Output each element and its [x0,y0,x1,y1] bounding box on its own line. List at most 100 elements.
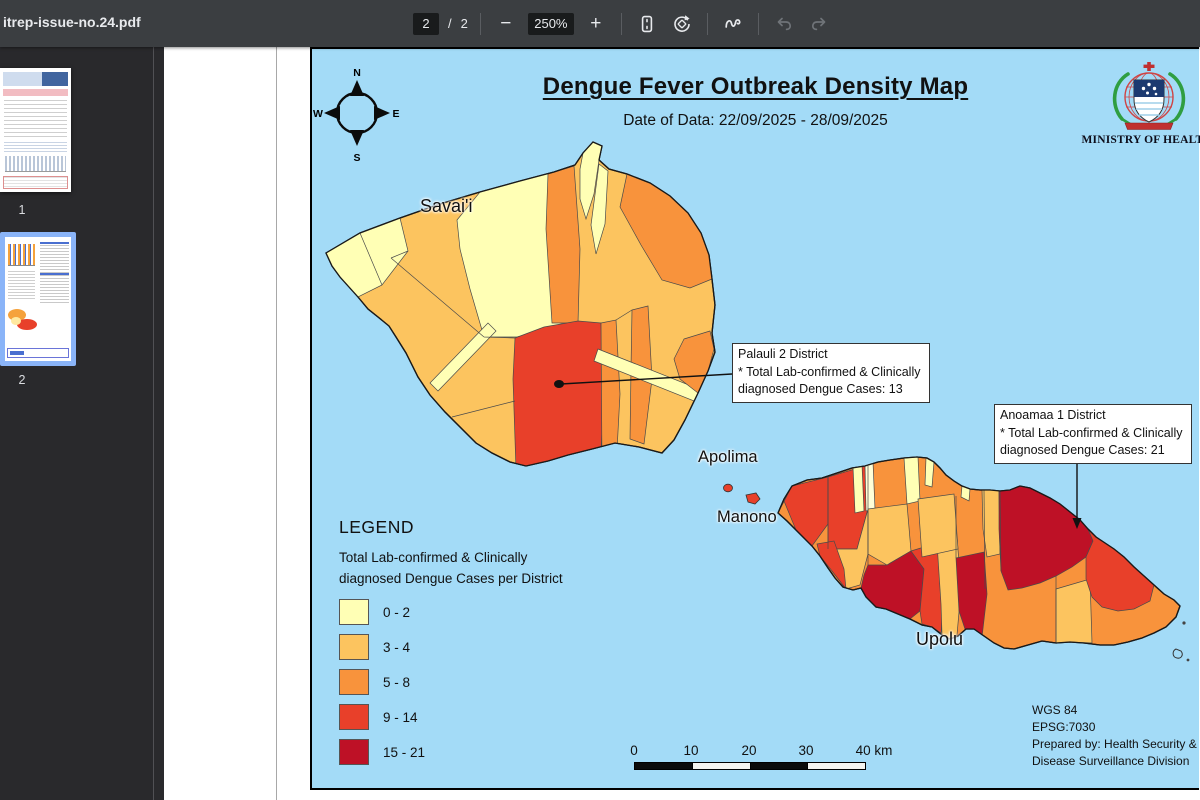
thumb1-footer-box [3,176,68,189]
undo-button[interactable] [771,11,797,37]
page-column-rule [276,47,277,800]
scale-tick: 40 km [846,743,902,758]
legend-swatch [339,634,369,660]
compass-s-label: S [353,152,360,164]
callout-case-count: diagnosed Dengue Cases: 13 [738,381,923,399]
scale-tick: 30 [786,743,826,758]
thumbnail-sidebar: 1 2 [0,47,154,800]
credit-epsg: EPSG:7030 [1032,719,1197,736]
legend-range-label: 15 - 21 [383,745,425,760]
toolbar-controls: 2 / 2 − 250% + [413,0,832,47]
legend-range-label: 5 - 8 [383,675,410,690]
map-legend: LEGEND Total Lab-confirmed & Clinically … [339,517,563,774]
legend-range-label: 3 - 4 [383,640,410,655]
upolu-island-shape [778,457,1180,649]
callout-case-text: * Total Lab-confirmed & Clinically [738,364,923,382]
savaii-island-shape [326,142,715,469]
manono-label: Manono [717,508,777,527]
anoamaa-1-callout: Anoamaa 1 District * Total Lab-confirmed… [994,404,1192,464]
legend-subtitle-line1: Total Lab-confirmed & Clinically [339,547,563,568]
thumb1-epi-chart [5,156,66,172]
thumb2-map-preview [7,305,39,337]
thumb1-text-lines [4,142,67,152]
scale-tick: 20 [729,743,769,758]
credit-prepared-by: Prepared by: Health Security & [1032,736,1197,753]
legend-subtitle-line2: diagnosed Dengue Cases per District [339,568,563,589]
page-thumbnail-2[interactable] [0,232,76,366]
page-separator: / [448,16,452,31]
toolbar-divider [707,13,708,35]
legend-range-label: 0 - 2 [383,605,410,620]
thumb2-text-lines [8,271,35,299]
toolbar-divider [621,13,622,35]
aleipata-islet [1182,621,1185,624]
legend-title: LEGEND [339,517,563,538]
savaii-label: Savai'i [420,196,472,217]
map-title: Dengue Fever Outbreak Density Map [312,73,1199,101]
thumb1-header-banner [3,72,68,86]
thumbnail-1-label: 1 [0,203,44,217]
thumb2-heading-line [40,273,69,275]
undo-icon [774,14,794,34]
toolbar-divider [480,13,481,35]
map-panel: N S W E Dengue Fever Outbreak Density Ma… [310,47,1199,790]
nuulua-islet [1187,659,1190,662]
fit-to-page-icon [637,14,657,34]
legend-range-label: 9 - 14 [383,710,418,725]
credit-datum: WGS 84 [1032,702,1197,719]
scale-tick: 0 [614,743,654,758]
palauli-2-callout: Palauli 2 District * Total Lab-confirmed… [732,343,930,403]
redo-icon [809,14,829,34]
callout-district-name: Palauli 2 District [738,346,923,364]
nuutele-islet [1173,649,1182,658]
rotate-icon [672,14,692,34]
draw-annotate-button[interactable] [720,11,746,37]
page-thumbnail-1[interactable] [0,68,71,192]
upolu-label: Upolu [916,629,963,650]
callout-case-count: diagnosed Dengue Cases: 21 [1000,442,1185,460]
fit-to-page-button[interactable] [634,11,660,37]
anoamaa-leader-line [1073,458,1082,529]
thumbnail-2-label: 2 [0,373,44,387]
map-scale-bar: 0 10 20 30 40 km [624,743,904,770]
pdf-viewer-window: itrep-issue-no.24.pdf 2 / 2 − 250% + [0,0,1200,800]
callout-district-name: Anoamaa 1 District [1000,407,1185,425]
page-number-input[interactable]: 2 [413,13,439,35]
thumb1-text-lines [4,100,67,138]
legend-swatch [339,739,369,765]
legend-swatch [339,669,369,695]
zoom-level-input[interactable]: 250% [528,13,574,35]
viewer-body: 1 2 [0,47,1200,800]
redo-button[interactable] [806,11,832,37]
thumbnail-2-page [5,237,71,361]
thumb2-heading-line [40,242,69,244]
callout-case-text: * Total Lab-confirmed & Clinically [1000,425,1185,443]
pdf-page: N S W E Dengue Fever Outbreak Density Ma… [164,47,1200,800]
zoom-out-button[interactable]: − [493,11,519,37]
apolima-label: Apolima [698,448,758,467]
pen-squiggle-icon [723,14,743,34]
map-credits: WGS 84 EPSG:7030 Prepared by: Health Sec… [1032,702,1197,770]
legend-class-row: 0 - 2 [339,599,563,625]
sidebar-gutter [154,47,164,800]
ministry-of-health-label: MINISTRY OF HEALTH [1064,134,1200,146]
ministry-of-health-logo [1104,61,1194,133]
page-count-label: 2 [461,16,468,31]
legend-class-row: 15 - 21 [339,739,563,765]
toolbar-divider [758,13,759,35]
document-filename: itrep-issue-no.24.pdf [3,14,141,30]
zoom-in-button[interactable]: + [583,11,609,37]
rotate-button[interactable] [669,11,695,37]
legend-swatch [339,599,369,625]
legend-class-row: 5 - 8 [339,669,563,695]
thumb1-title-bar [3,89,68,96]
legend-swatch [339,704,369,730]
legend-class-row: 9 - 14 [339,704,563,730]
apolima-island-shape [724,484,733,492]
thumb2-footer-box [7,348,69,358]
credit-division: Disease Surveillance Division [1032,753,1197,770]
scale-bar-segments [634,762,866,770]
map-date-subtitle: Date of Data: 22/09/2025 - 28/09/2025 [312,112,1199,130]
pdf-toolbar: itrep-issue-no.24.pdf 2 / 2 − 250% + [0,0,1200,47]
thumb2-bar-chart [8,244,35,266]
